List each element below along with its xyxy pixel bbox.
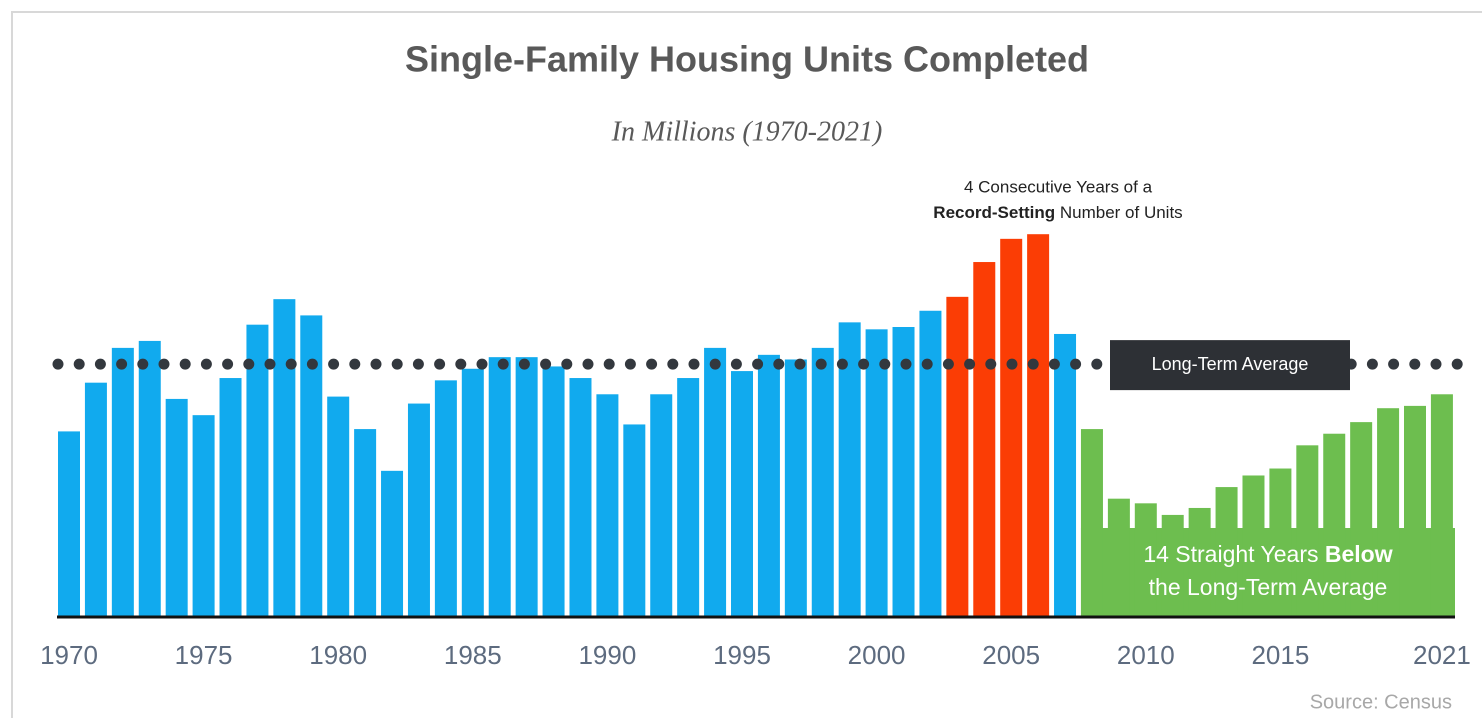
bar xyxy=(219,378,242,617)
x-tick-label: 1985 xyxy=(444,640,502,670)
x-tick-label: 2005 xyxy=(982,640,1040,670)
annotation-bold: Record-Setting xyxy=(933,203,1055,222)
x-tick-label: 1975 xyxy=(175,640,233,670)
x-tick-label: 2000 xyxy=(848,640,906,670)
x-tick-label: 2010 xyxy=(1117,640,1175,670)
bar xyxy=(300,315,323,617)
bar xyxy=(1080,429,1103,617)
bar xyxy=(84,382,107,617)
chart-subtitle: In Millions (1970-2021) xyxy=(611,116,883,147)
bar xyxy=(1027,234,1050,617)
bar xyxy=(1161,514,1184,617)
annotation: the Long-Term Average xyxy=(1149,574,1388,600)
bar xyxy=(138,340,161,617)
bar xyxy=(407,403,430,617)
source: Source: Census xyxy=(1310,691,1452,713)
x-tick-label: 1995 xyxy=(713,640,771,670)
bar xyxy=(1377,408,1400,617)
reference-label: Long-Term Average xyxy=(1152,354,1309,374)
bar xyxy=(327,396,350,617)
bar xyxy=(946,296,969,617)
bar xyxy=(1350,422,1373,617)
annotation-bold: Below xyxy=(1325,541,1393,567)
bar xyxy=(1404,405,1426,617)
annotation-text: 14 Straight Years xyxy=(1143,541,1325,567)
bar xyxy=(569,378,592,617)
bar xyxy=(811,347,834,617)
x-tick-label: 2021 xyxy=(1413,640,1471,670)
bar xyxy=(58,431,80,617)
bar xyxy=(1323,433,1346,617)
annotation: 14 Straight Years Below xyxy=(1143,541,1392,567)
bar xyxy=(865,329,888,617)
bar xyxy=(919,310,942,617)
bar xyxy=(1107,498,1130,617)
x-tick-label: 1980 xyxy=(309,640,367,670)
frame xyxy=(11,11,1482,718)
bar xyxy=(1430,394,1453,617)
bar xyxy=(354,429,377,617)
bar xyxy=(731,371,753,617)
bar xyxy=(192,415,215,617)
bar xyxy=(892,327,915,617)
chart-title: Single-Family Housing Units Completed xyxy=(405,39,1089,80)
bar xyxy=(1134,503,1157,617)
bar xyxy=(1242,475,1265,617)
bar xyxy=(838,322,861,617)
bar xyxy=(273,299,296,617)
annotation: Record-Setting Number of Units xyxy=(933,203,1182,222)
reference-label-box xyxy=(1110,340,1350,391)
bar xyxy=(1296,445,1319,617)
bar xyxy=(757,354,780,617)
bar xyxy=(461,368,484,617)
bar xyxy=(111,347,134,617)
bar xyxy=(677,378,700,617)
bar xyxy=(784,359,807,617)
bar xyxy=(165,398,188,617)
bar xyxy=(542,366,565,617)
annotation: 4 Consecutive Years of a xyxy=(964,177,1153,196)
bar xyxy=(1000,238,1023,617)
x-tick-label: 2015 xyxy=(1251,640,1309,670)
bar xyxy=(650,394,673,617)
annotation-text: Number of Units xyxy=(1055,203,1183,222)
bar xyxy=(1269,468,1292,617)
bar xyxy=(1188,507,1211,617)
bar xyxy=(434,380,457,617)
x-tick-label: 1990 xyxy=(578,640,636,670)
x-tick-label: 1970 xyxy=(40,640,98,670)
bar xyxy=(596,394,619,617)
bar xyxy=(973,262,996,617)
bar xyxy=(381,470,404,617)
bar xyxy=(1215,487,1238,617)
bar xyxy=(1054,333,1077,617)
bar xyxy=(246,324,269,617)
bar xyxy=(488,357,511,617)
bar xyxy=(515,357,538,617)
bar xyxy=(704,347,727,617)
bar xyxy=(623,424,646,617)
